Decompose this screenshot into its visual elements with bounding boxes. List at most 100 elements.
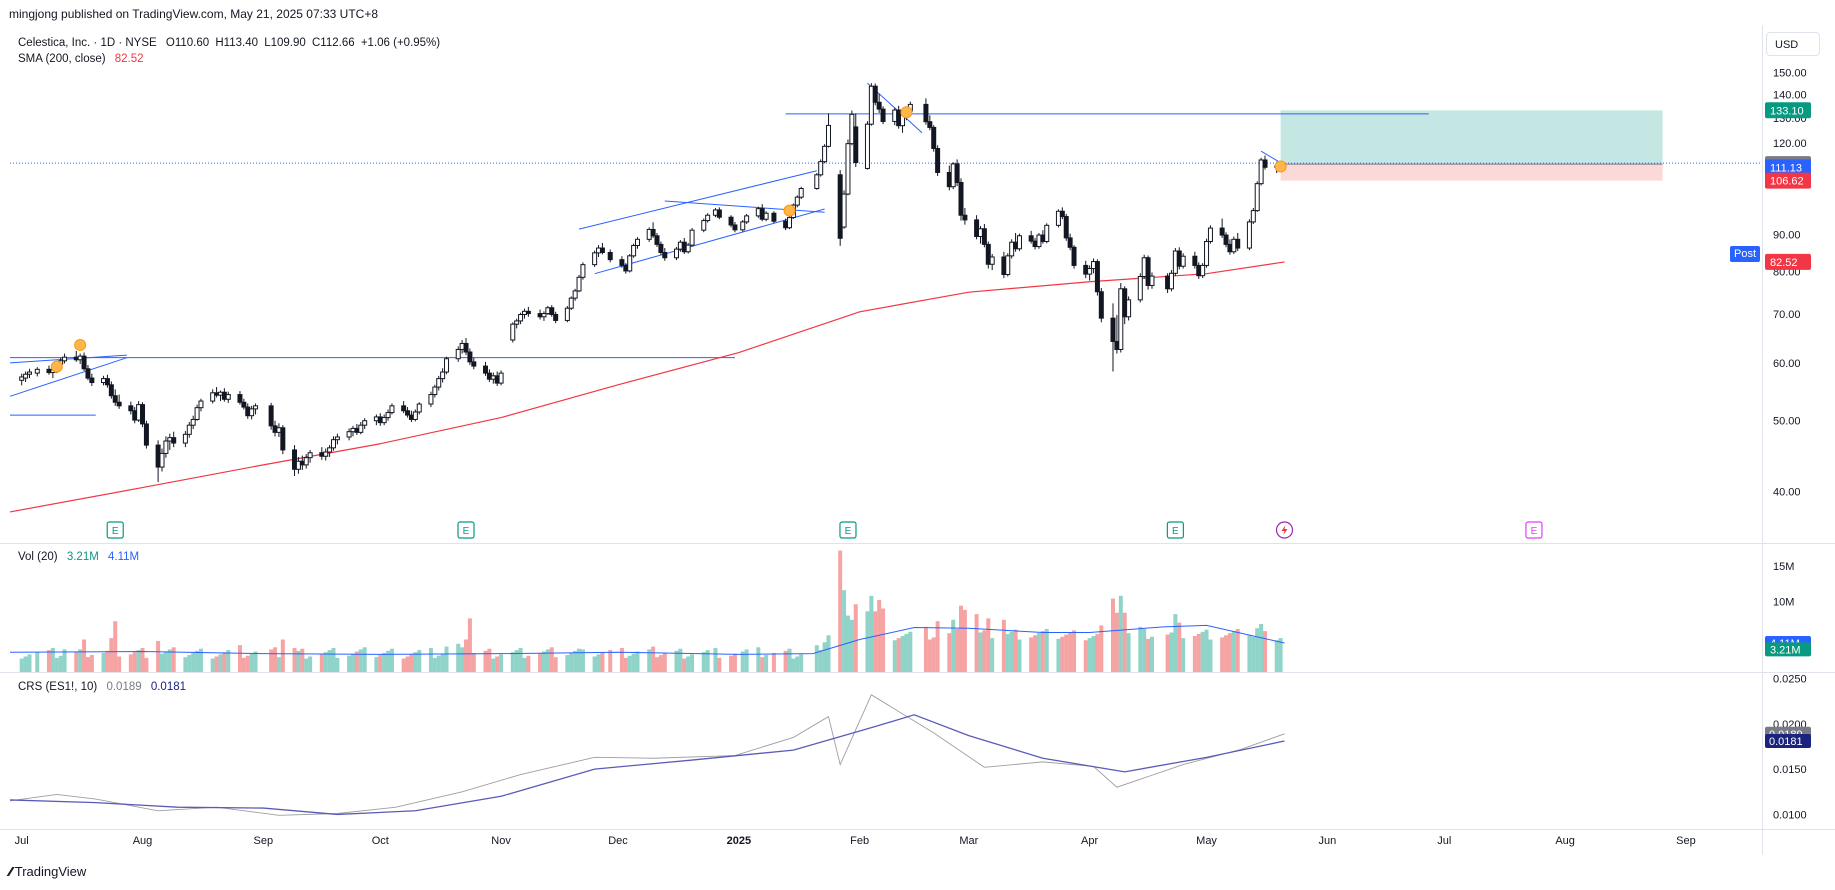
candle-down — [650, 228, 656, 237]
volume-bar — [1181, 638, 1186, 672]
candle-down — [405, 410, 411, 416]
legend-crs[interactable]: CRS (ES1!, 10) 0.0189 0.0181 — [18, 681, 186, 693]
candle-up — [841, 193, 847, 228]
candle-up — [635, 238, 641, 246]
volume-bar — [471, 652, 476, 672]
volume-bar — [1259, 624, 1264, 672]
volume-bar — [740, 651, 745, 672]
volume-bar — [682, 658, 687, 672]
candle-up — [346, 431, 352, 438]
volume-bar — [838, 550, 843, 672]
dividend-icon — [1274, 160, 1287, 173]
volume-bar — [85, 657, 90, 672]
crs-label-text: 0.0181 — [1769, 736, 1803, 748]
volume-bar — [678, 648, 683, 672]
candle-up — [358, 424, 364, 433]
dividend-icon — [783, 204, 796, 217]
price-label-badge — [1765, 253, 1811, 270]
volume-bar — [483, 650, 488, 672]
legend-sma[interactable]: SMA (200, close) 82.52 — [18, 51, 144, 67]
volume-bar — [877, 600, 882, 672]
candle-up — [1118, 288, 1124, 350]
tradingview-logo[interactable]: ⁄⁄ TradingView — [9, 864, 86, 879]
earnings-e-icon — [106, 521, 124, 539]
volume-bar — [799, 654, 804, 672]
volume-bar — [1274, 640, 1279, 672]
candle-down — [771, 212, 777, 222]
price-tick-label: 150.00 — [1773, 67, 1807, 79]
volume-bar — [1146, 638, 1151, 672]
ohlc-change: +1.06 (+0.95%) — [360, 37, 441, 49]
candle-up — [510, 323, 516, 341]
volume-bar — [319, 654, 324, 672]
volume-bar — [982, 630, 987, 672]
candle-down — [958, 181, 964, 216]
candle-down — [292, 449, 298, 470]
candle-up — [1149, 275, 1155, 286]
volume-bar — [826, 635, 831, 672]
candle-up — [327, 447, 333, 453]
volume-bar — [1227, 633, 1232, 672]
volume-bar — [273, 647, 278, 672]
volume-bar — [565, 655, 570, 672]
volume-bar — [491, 658, 496, 672]
currency-button[interactable]: USD — [1766, 32, 1820, 56]
volume-bar — [136, 650, 141, 672]
volume-bar — [1196, 633, 1201, 672]
candle-down — [1219, 227, 1225, 236]
crs-label: CRS (ES1!, 10) — [18, 681, 98, 693]
target-zone — [1280, 110, 1663, 165]
earnings-e-icon-letter: E — [1172, 526, 1179, 537]
candle-down — [128, 405, 134, 412]
candle-up — [1180, 255, 1186, 267]
volume-bar — [362, 647, 367, 672]
volume-bar — [276, 657, 281, 672]
symbol-title[interactable]: Celestica, Inc. · 1D · NYSE — [18, 37, 157, 49]
price-tick-label: 70.00 — [1773, 309, 1801, 321]
candle-down — [171, 437, 177, 444]
candle-up — [23, 373, 29, 379]
volume-bar — [487, 648, 492, 672]
volume-bar — [647, 649, 652, 672]
time-tick-label: May — [1196, 835, 1217, 847]
volume-bar — [1044, 628, 1049, 672]
legend-volume[interactable]: Vol (20) 3.21M 4.11M — [18, 551, 139, 563]
candle-up — [845, 143, 851, 195]
volume-bar — [54, 657, 59, 672]
volume-bar — [354, 651, 359, 672]
candle-up — [627, 255, 633, 272]
volume-bar — [822, 642, 827, 672]
candle-up — [541, 313, 547, 318]
volume-bar — [241, 657, 246, 672]
candle-up — [19, 376, 25, 381]
candle-up — [444, 358, 450, 373]
candle-up — [673, 248, 679, 259]
candle-up — [307, 452, 313, 459]
candle-down — [483, 365, 489, 374]
volume-bar — [818, 650, 823, 672]
volume-bar — [935, 621, 940, 672]
volume-bar — [144, 657, 149, 672]
earnings-e-icon-letter: E — [463, 526, 470, 537]
volume-bar — [577, 648, 582, 672]
volume-bar — [608, 650, 613, 672]
candle-up — [1055, 210, 1061, 226]
volume-bar — [1095, 633, 1100, 672]
candle-up — [744, 215, 750, 223]
volume-bar — [873, 611, 878, 672]
candle-down — [89, 377, 95, 384]
volume-bar — [444, 646, 449, 672]
volume-bar — [1169, 632, 1174, 672]
volume-bar — [959, 605, 964, 672]
candle-up — [163, 440, 169, 454]
candle-up — [381, 417, 387, 424]
volume-bar — [467, 618, 472, 672]
volume-tick-label: 15M — [1773, 561, 1794, 573]
candle-down — [1223, 234, 1229, 245]
volume-bar — [89, 655, 94, 672]
candle-up — [62, 356, 68, 362]
crs-label-badge — [1765, 734, 1811, 749]
volume-bar — [538, 653, 543, 672]
